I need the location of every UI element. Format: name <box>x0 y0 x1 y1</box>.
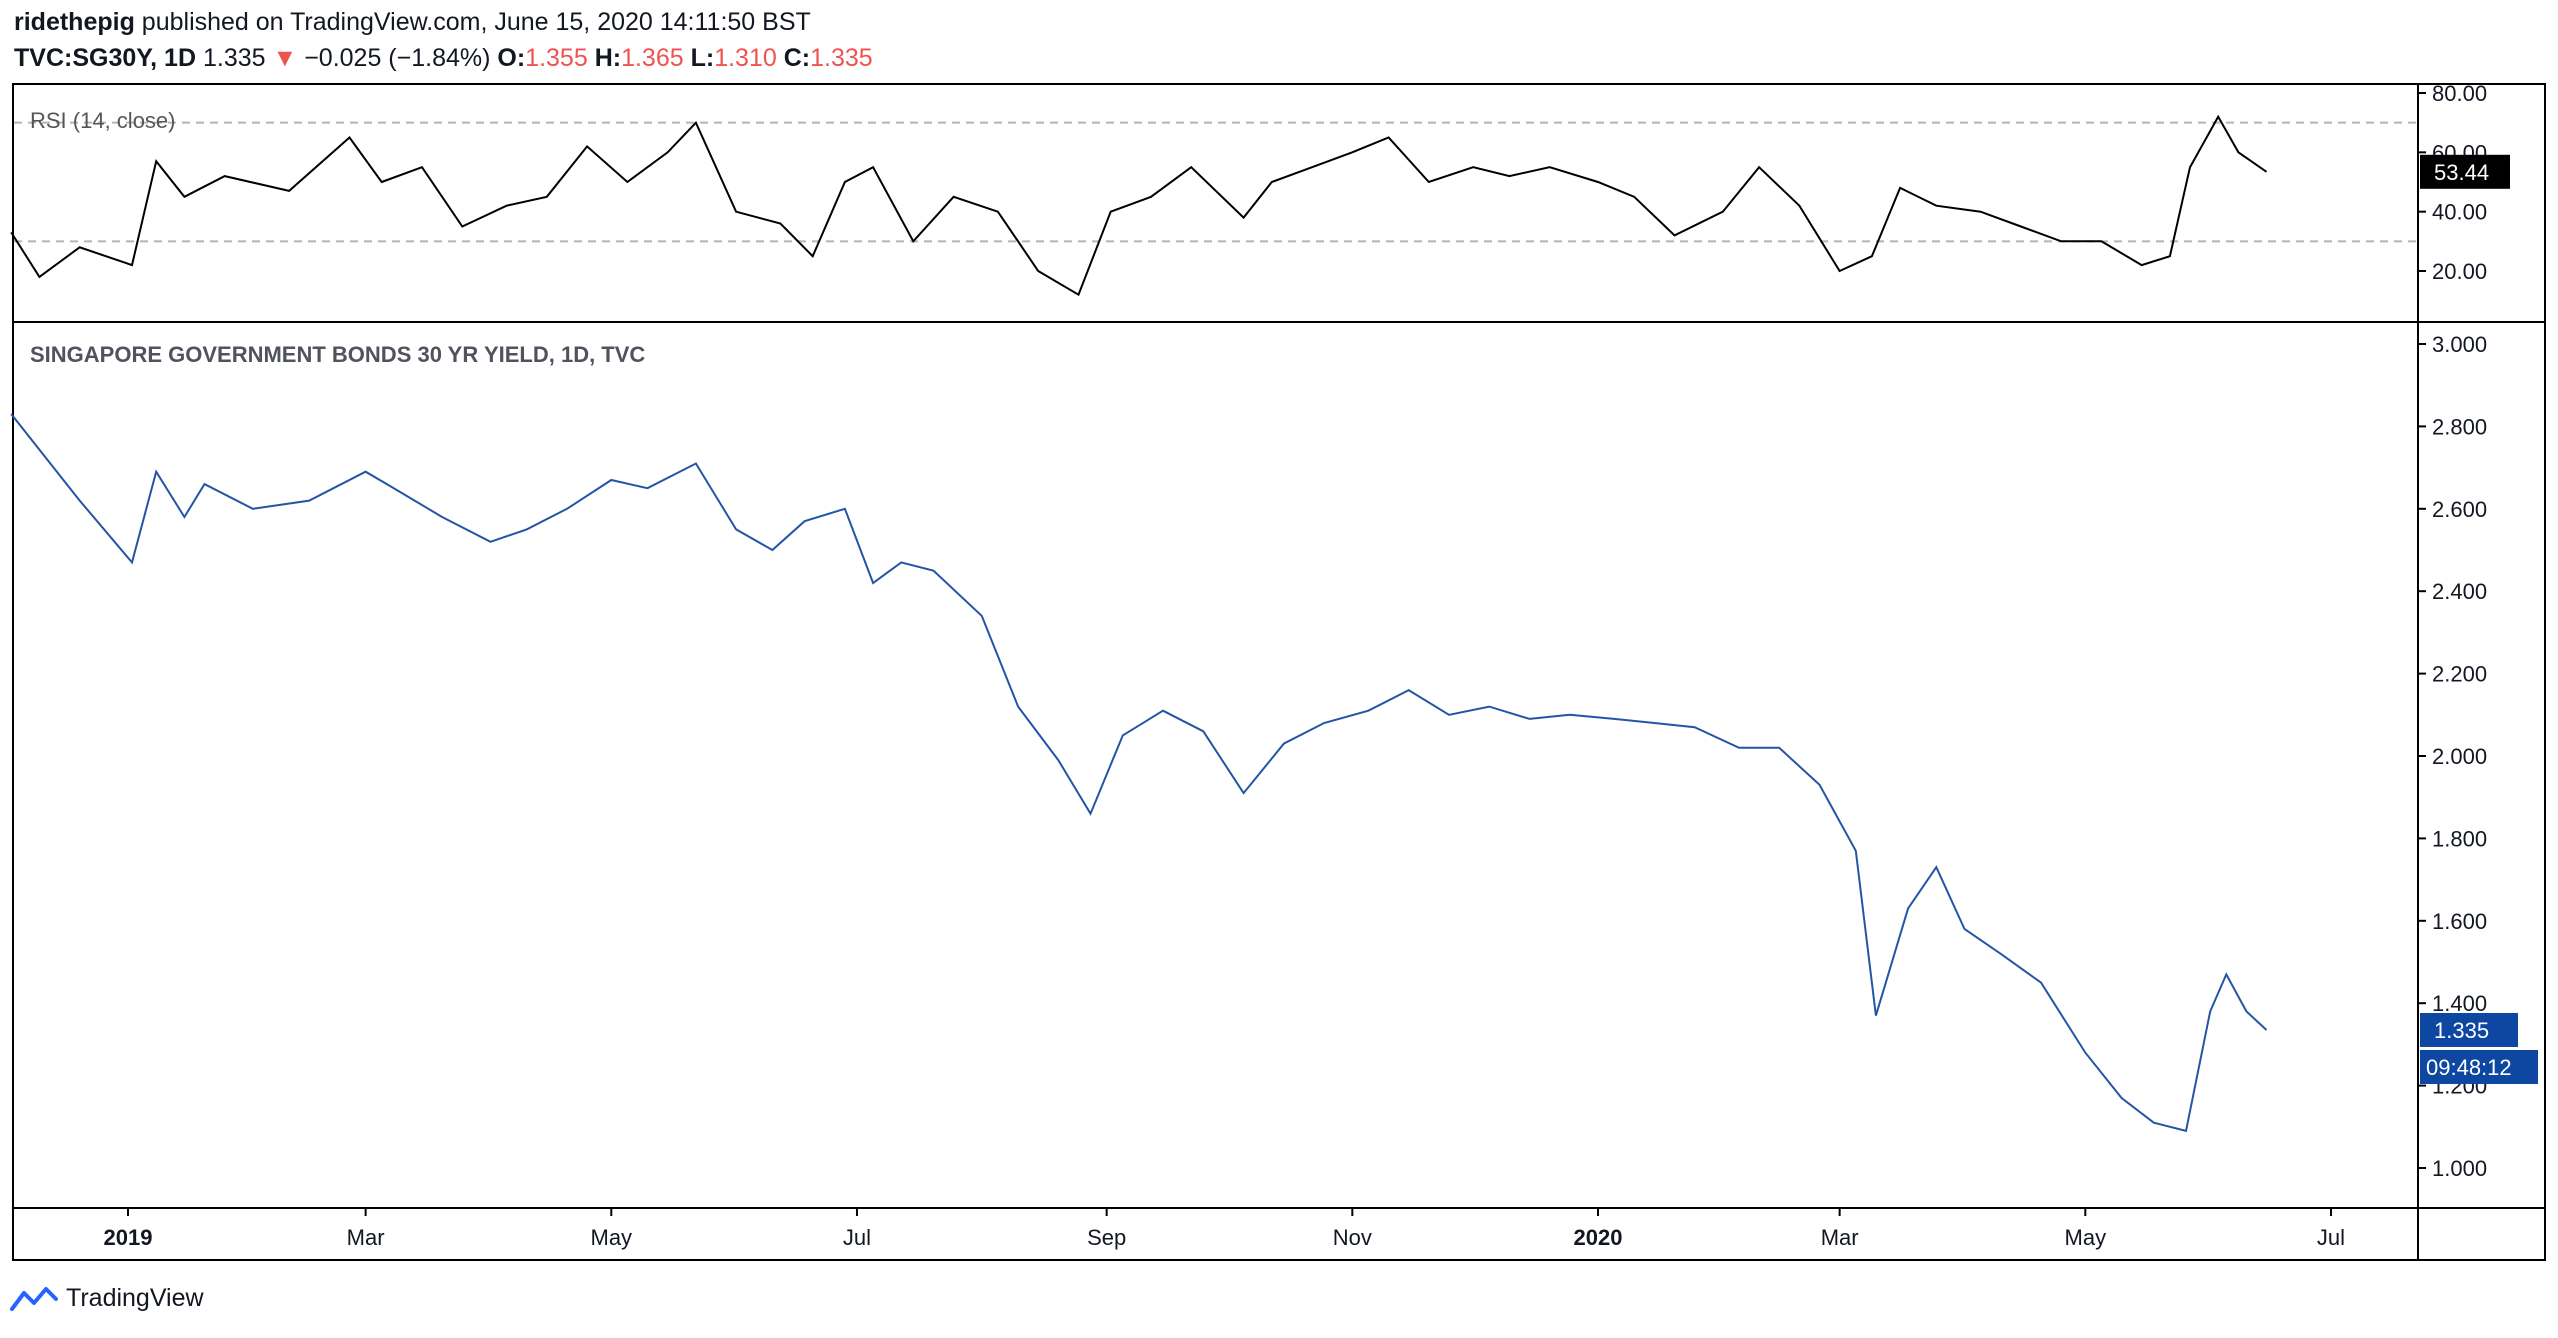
open-label: O: <box>497 44 526 72</box>
rsi-bands <box>14 121 2417 243</box>
price-tick-label: 1.800 <box>2432 826 2487 851</box>
price-tick-label: 1.600 <box>2432 909 2487 934</box>
time-tick-label: Sep <box>1087 1225 1126 1250</box>
rsi-series-line[interactable] <box>10 114 2268 297</box>
published-text: published on TradingView.com, June 15, 2… <box>141 8 811 36</box>
countdown-label: 09:48:12 <box>2426 1055 2512 1080</box>
price-y-axis: 1.0001.2001.4001.6001.8002.0002.2002.400… <box>2418 332 2487 1181</box>
time-tick-label: May <box>591 1225 633 1250</box>
time-tick-label: 2019 <box>104 1225 153 1250</box>
time-tick-label: Jul <box>843 1225 871 1250</box>
rsi-badge-label: 53.44 <box>2434 160 2489 185</box>
time-axis: 2019 Mar May Jul Sep Nov 2020 Mar May Jul <box>104 1208 2345 1250</box>
close-value: 1.335 <box>810 44 873 72</box>
price-last-badge: 1.335 09:48:12 <box>2420 1012 2538 1084</box>
tradingview-brand: TradingView <box>66 1283 204 1312</box>
price-tick-label: 2.600 <box>2432 497 2487 522</box>
rsi-tick-label: 80.00 <box>2432 81 2487 106</box>
low-label: L: <box>690 44 715 72</box>
rsi-last-badge: 53.44 <box>2420 154 2510 189</box>
time-tick-label: Mar <box>347 1225 385 1250</box>
rsi-tick-label: 40.00 <box>2432 200 2487 225</box>
price-series-line[interactable] <box>10 413 2268 1133</box>
time-tick-label: 2020 <box>1574 1225 1623 1250</box>
time-tick-label: Jul <box>2317 1225 2345 1250</box>
rsi-badge-bg <box>2420 154 2510 189</box>
high-value: 1.365 <box>621 44 684 72</box>
last-price: 1.335 <box>202 44 266 72</box>
change-value: −0.025 (−1.84%) <box>304 44 491 72</box>
high-label: H: <box>594 44 622 72</box>
footer[interactable]: TradingView <box>10 1283 204 1313</box>
time-tick-label: Mar <box>1821 1225 1859 1250</box>
price-title[interactable]: SINGAPORE GOVERNMENT BONDS 30 YR YIELD, … <box>30 342 645 367</box>
down-arrow-icon: ▼ <box>272 44 298 72</box>
price-tick-label: 2.400 <box>2432 579 2487 604</box>
price-tick-label: 2.800 <box>2432 414 2487 439</box>
symbol-label[interactable]: TVC:SG30Y, 1D <box>14 44 197 72</box>
price-tick-label: 2.000 <box>2432 744 2487 769</box>
price-tick-label: 1.400 <box>2432 991 2487 1016</box>
low-value: 1.310 <box>714 44 777 72</box>
symbol-info: TVC:SG30Y, 1D 1.335 ▼ −0.025 (−1.84%) O:… <box>14 44 873 73</box>
price-tick-label: 3.000 <box>2432 332 2487 357</box>
price-badge-bg <box>2420 1012 2518 1047</box>
countdown-badge-bg <box>2420 1049 2538 1084</box>
time-tick-label: Nov <box>1333 1225 1372 1250</box>
author-name[interactable]: ridethepig <box>14 8 135 36</box>
publish-info: ridethepig published on TradingView.com,… <box>14 8 811 37</box>
chart-frame <box>12 83 2546 1261</box>
rsi-title[interactable]: RSI (14, close) <box>30 108 176 133</box>
price-badge-label: 1.335 <box>2434 1018 2489 1043</box>
price-tick-label: 1.000 <box>2432 1156 2487 1181</box>
open-value: 1.355 <box>525 44 588 72</box>
rsi-tick-label: 20.00 <box>2432 259 2487 284</box>
time-tick-label: May <box>2065 1225 2107 1250</box>
price-tick-label: 2.200 <box>2432 662 2487 687</box>
tradingview-logo-icon <box>10 1287 58 1311</box>
close-label: C: <box>783 44 811 72</box>
